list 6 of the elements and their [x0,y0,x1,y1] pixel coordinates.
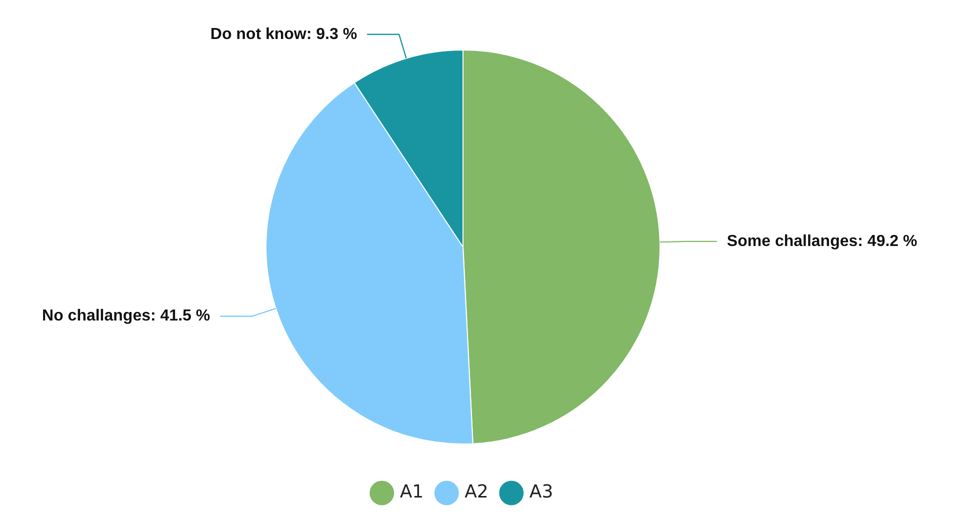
data-label: Some challanges: 49.2 % [726,232,918,250]
data-label: Do not know: 9.3 % [210,26,358,43]
data-label: No challanges: 41.5 % [42,308,210,325]
legend-label: A2 [464,482,488,503]
legend-label: A3 [529,482,554,503]
legend-label: A1 [400,482,424,503]
